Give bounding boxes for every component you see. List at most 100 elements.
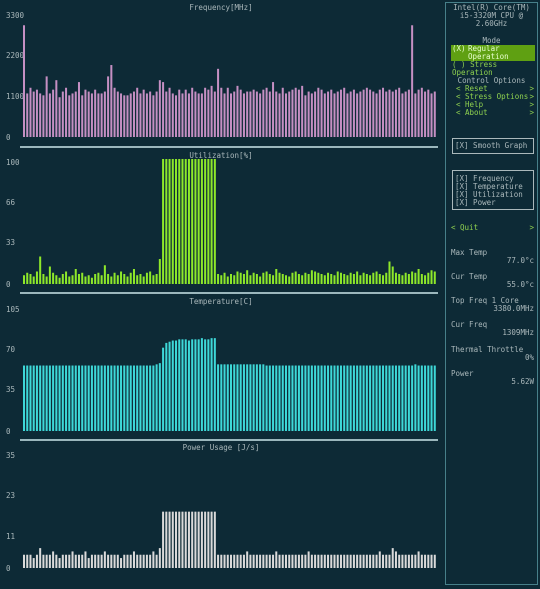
frequency-bar bbox=[32, 91, 35, 137]
cur-temp-value: 55.0°c bbox=[506, 280, 534, 289]
frequency-bar bbox=[255, 91, 258, 137]
frequency-bar bbox=[120, 93, 123, 137]
frequency-bar bbox=[398, 87, 401, 137]
utilization-checkbox[interactable]: [X] Utilization bbox=[455, 190, 523, 199]
quit-button[interactable]: < Quit bbox=[451, 223, 479, 232]
power-bar bbox=[372, 554, 375, 568]
frequency-bar bbox=[194, 91, 197, 137]
mode-stress-radio[interactable]: ( ) Stress Operation bbox=[452, 61, 540, 77]
utilization-bar bbox=[116, 275, 119, 284]
temperature-bar bbox=[242, 364, 245, 431]
mode-regular-radio[interactable]: (X) Regular Operation bbox=[451, 45, 535, 61]
utilization-bar bbox=[362, 272, 365, 284]
utilization-bar bbox=[162, 159, 165, 284]
utilization-bar bbox=[230, 274, 233, 284]
power-bar bbox=[162, 511, 165, 568]
frequency-bar bbox=[100, 93, 103, 137]
frequency-bar bbox=[239, 89, 242, 137]
frequency-checkbox[interactable]: [X] Frequency bbox=[455, 174, 514, 183]
temperature-bar bbox=[391, 365, 394, 431]
smooth-graph-checkbox[interactable]: [X] Smooth Graph bbox=[455, 141, 528, 150]
temperature-checkbox[interactable]: [X] Temperature bbox=[455, 182, 523, 191]
temperature-bar bbox=[275, 365, 278, 431]
frequency-bar bbox=[388, 89, 391, 137]
temperature-bar bbox=[197, 339, 200, 431]
temperature-bar bbox=[103, 365, 106, 431]
frequency-bar bbox=[26, 93, 29, 137]
temperature-bar bbox=[359, 365, 362, 431]
temperature-bar bbox=[375, 365, 378, 431]
power-ytick: 35 bbox=[6, 451, 16, 460]
temperature-bar bbox=[284, 365, 287, 431]
smooth-graph-box bbox=[452, 138, 534, 154]
temperature-bar bbox=[226, 364, 229, 431]
frequency-bar bbox=[123, 95, 126, 137]
utilization-bar bbox=[213, 159, 216, 284]
temperature-bar bbox=[220, 364, 223, 431]
temperature-bar bbox=[404, 365, 407, 431]
utilization-bar bbox=[430, 270, 433, 284]
utilization-bar bbox=[382, 275, 385, 284]
utilization-bar bbox=[184, 159, 187, 284]
power-bar bbox=[197, 511, 200, 568]
temperature-bar bbox=[100, 365, 103, 431]
utilization-bar bbox=[385, 272, 388, 284]
utilization-bar bbox=[391, 266, 394, 284]
temperature-bar bbox=[217, 364, 220, 431]
temperature-bar bbox=[181, 339, 184, 431]
frequency-bar bbox=[23, 25, 26, 137]
temperature-bar bbox=[317, 365, 320, 431]
frequency-bar bbox=[401, 93, 404, 137]
utilization-bar bbox=[288, 276, 291, 284]
about-button[interactable]: < About bbox=[456, 108, 488, 117]
utilization-bar bbox=[87, 275, 90, 284]
temperature-bar bbox=[171, 340, 174, 431]
power-bar bbox=[191, 511, 194, 568]
power-bar bbox=[327, 554, 330, 568]
power-bar bbox=[262, 554, 265, 568]
utilization-bar bbox=[120, 271, 123, 284]
frequency-bar bbox=[152, 95, 155, 137]
utilization-bar bbox=[278, 272, 281, 284]
power-bar bbox=[220, 554, 223, 568]
frequency-bar bbox=[246, 91, 249, 137]
temperature-bar bbox=[129, 365, 132, 431]
power-bar bbox=[424, 554, 427, 568]
stress-options-button[interactable]: < Stress Options bbox=[456, 92, 529, 101]
temperature-bar bbox=[424, 365, 427, 431]
frequency-bar bbox=[427, 89, 430, 137]
temperature-bar bbox=[136, 365, 139, 431]
power-bar bbox=[213, 511, 216, 568]
power-bar bbox=[23, 554, 26, 568]
frequency-bar bbox=[74, 91, 77, 137]
power-bar bbox=[171, 511, 174, 568]
utilization-bar bbox=[365, 274, 368, 284]
reset-arrow: > bbox=[529, 84, 534, 93]
utilization-bar bbox=[404, 272, 407, 284]
power-bar bbox=[61, 554, 64, 568]
utilization-bar bbox=[168, 159, 171, 284]
power-checkbox[interactable]: [X] Power bbox=[455, 198, 496, 207]
power-bar bbox=[204, 511, 207, 568]
help-arrow: > bbox=[529, 100, 534, 109]
temperature-bar bbox=[61, 365, 64, 431]
power-bar bbox=[87, 558, 90, 568]
help-button[interactable]: < Help bbox=[456, 100, 484, 109]
power-bar bbox=[407, 554, 410, 568]
utilization-bar bbox=[352, 274, 355, 284]
frequency-bar bbox=[346, 93, 349, 137]
power-title: Power Usage [J/s] bbox=[182, 443, 260, 452]
frequency-bar bbox=[116, 91, 119, 137]
utilization-bar bbox=[310, 270, 313, 284]
frequency-bar bbox=[411, 25, 414, 137]
power-bar bbox=[107, 554, 110, 568]
utilization-bar bbox=[327, 272, 330, 284]
power-bar bbox=[113, 554, 116, 568]
utilization-bar bbox=[165, 159, 168, 284]
reset-button[interactable]: < Reset bbox=[456, 84, 488, 93]
temperature-title: Temperature[C] bbox=[189, 297, 253, 306]
utilization-bar bbox=[48, 266, 51, 284]
utilization-bar bbox=[394, 272, 397, 284]
temperature-bar bbox=[301, 365, 304, 431]
power-bar bbox=[210, 511, 213, 568]
